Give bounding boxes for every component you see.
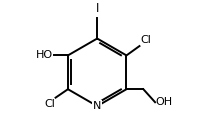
Text: HO: HO (36, 50, 53, 60)
Text: I: I (96, 2, 99, 15)
Text: Cl: Cl (140, 35, 151, 45)
Text: Cl: Cl (44, 99, 55, 109)
Text: N: N (93, 101, 101, 111)
Text: OH: OH (156, 97, 173, 107)
